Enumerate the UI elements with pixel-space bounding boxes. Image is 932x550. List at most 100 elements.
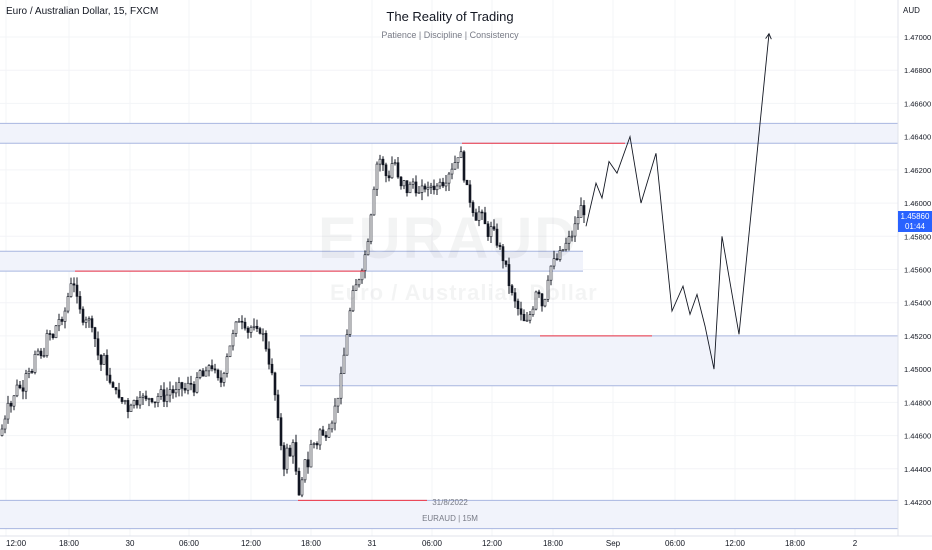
candle-body	[546, 279, 550, 300]
candle-body	[246, 327, 250, 333]
candle-body	[396, 162, 400, 178]
price-tick-label: 1.47000	[904, 33, 931, 42]
candle-body	[462, 151, 466, 181]
candle-body	[516, 300, 520, 310]
footer-date-label: 31/8/2022	[432, 498, 468, 507]
candle-body	[465, 179, 469, 186]
candle-body	[420, 185, 424, 193]
candle-body	[99, 354, 103, 365]
price-tick-label: 1.46800	[904, 66, 931, 75]
candle-body	[411, 181, 415, 185]
candle-body	[489, 226, 493, 237]
candle-body	[549, 265, 553, 281]
candle-body	[123, 400, 127, 402]
time-tick-label: 2	[853, 539, 858, 548]
candle-body	[102, 354, 106, 365]
candle-body	[270, 363, 274, 374]
levels-layer	[75, 142, 652, 501]
candle-body	[375, 163, 379, 190]
candle-body	[201, 370, 205, 377]
candle-body	[210, 365, 214, 370]
candle-body	[81, 308, 85, 323]
candle-body	[456, 157, 460, 163]
candle-body	[204, 370, 208, 377]
candle-body	[435, 185, 439, 191]
candle-body	[459, 151, 463, 159]
candle-body	[534, 291, 538, 310]
candle-body	[48, 333, 52, 335]
last-price-value: 1.45860	[900, 212, 930, 221]
candle-body	[474, 212, 478, 221]
candle-body	[564, 242, 568, 251]
time-axis[interactable]: 12:00 18:00 30 06:00 12:00 18:00 31 06:00 12:00 1…	[6, 539, 858, 548]
candle-body	[120, 397, 124, 402]
candle-body	[480, 211, 484, 214]
candle-body	[84, 319, 88, 323]
candle-body	[168, 389, 172, 396]
candle-body	[129, 404, 133, 412]
candle-body	[333, 405, 337, 424]
candle-body	[576, 217, 580, 225]
candle-body	[486, 223, 490, 237]
candle-body	[261, 332, 265, 335]
candle-body	[552, 258, 556, 267]
candle-body	[423, 185, 427, 190]
candle-body	[132, 399, 136, 406]
candle-body	[159, 389, 163, 397]
candle-body	[228, 345, 232, 357]
candle-body	[513, 292, 517, 302]
candle-body	[117, 389, 121, 398]
candle-body	[402, 180, 406, 187]
candle-body	[297, 470, 301, 496]
candle-body	[150, 398, 154, 403]
candle-body	[441, 181, 445, 187]
price-tick-label: 1.44200	[904, 498, 931, 507]
candle-body	[390, 163, 394, 179]
time-tick-label: 30	[126, 539, 135, 548]
symbol-label[interactable]: Euro / Australian Dollar, 15, FXCM	[6, 6, 159, 17]
time-tick-label: 18:00	[59, 539, 80, 548]
candle-body	[570, 235, 574, 238]
candle-body	[369, 214, 373, 242]
candle-body	[66, 296, 70, 312]
candle-body	[468, 184, 472, 203]
candle-body	[165, 394, 169, 402]
candle-body	[510, 285, 514, 293]
candle-body	[567, 236, 571, 244]
candle-body	[531, 308, 535, 315]
candle-body	[561, 249, 565, 252]
candle-body	[216, 369, 220, 379]
candle-body	[495, 228, 499, 246]
candle-body	[24, 373, 28, 392]
candle-body	[339, 373, 343, 399]
candle-body	[27, 370, 31, 374]
candle-body	[483, 212, 487, 225]
zone-rect	[0, 500, 898, 529]
candle-body	[0, 428, 4, 436]
candle-body	[453, 162, 457, 170]
candle-body	[180, 382, 184, 389]
price-axis[interactable]: 1.47000 1.46800 1.46600 1.46400 1.46200 1.460…	[904, 33, 931, 507]
price-tick-label: 1.46200	[904, 166, 931, 175]
candle-body	[171, 389, 175, 394]
candle-body	[237, 320, 241, 323]
time-tick-label: 12:00	[482, 539, 503, 548]
price-tick-label: 1.45600	[904, 266, 931, 275]
candle-body	[234, 321, 238, 334]
candle-body	[336, 397, 340, 407]
candle-body	[354, 284, 358, 291]
candle-body	[303, 459, 307, 481]
candle-body	[579, 205, 583, 218]
candle-body	[378, 158, 382, 165]
time-tick-label: Sep	[606, 539, 621, 548]
projection-layer	[585, 32, 772, 370]
candle-body	[288, 447, 292, 457]
candle-body	[498, 245, 502, 247]
time-tick-label: 06:00	[665, 539, 686, 548]
candle-body	[21, 387, 25, 392]
time-tick-label: 31	[368, 539, 377, 548]
time-tick-label: 06:00	[179, 539, 200, 548]
candle-body	[537, 291, 541, 295]
candle-body	[126, 400, 130, 412]
